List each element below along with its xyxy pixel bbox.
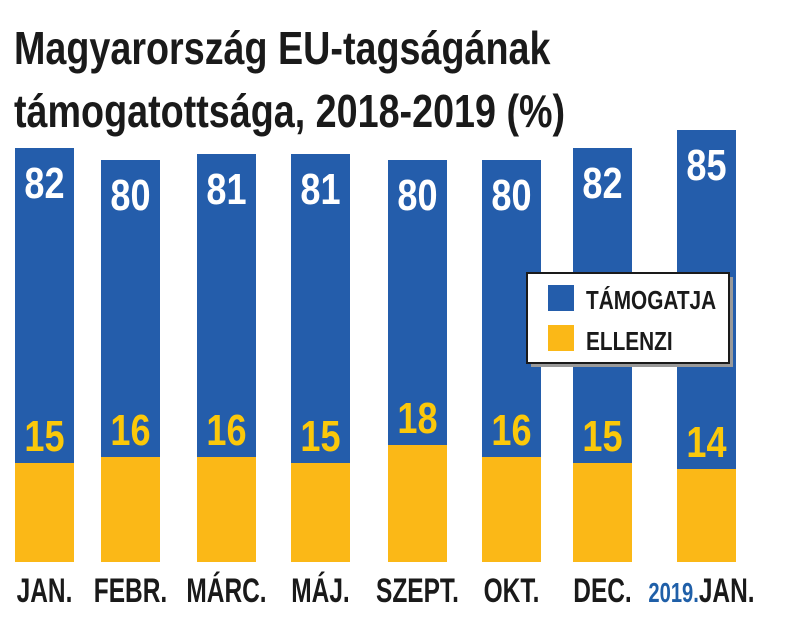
bar-ellenzi [388,445,447,562]
data-label-ellenzi: 15 [582,412,622,461]
x-tick-label: DEC. [573,572,631,610]
x-tick-label: MÁJ. [291,571,349,610]
chart-title-line-2: támogatottsága, 2018-2019 (%) [14,85,565,136]
legend-swatch-tamogatja [548,285,574,311]
chart-title-line-1: Magyarország EU-tagságának [14,22,551,73]
data-label-tamogatja: 82 [582,159,622,208]
bar-ellenzi [197,457,256,562]
x-tick-label: FEBR. [94,572,167,610]
bar-ellenzi [101,457,160,562]
data-label-tamogatja: 80 [110,171,150,220]
legend-label-tamogatja: TÁMOGATJA [586,285,716,315]
bar-ellenzi [677,469,736,562]
data-label-ellenzi: 14 [686,418,727,467]
legend-swatch-ellenzi [548,325,574,351]
x-tick-label: JAN. [17,572,73,610]
data-label-ellenzi: 16 [206,406,246,455]
x-tick-label: MÁRC. [186,571,266,610]
data-label-tamogatja: 81 [206,165,246,214]
data-label-ellenzi: 15 [24,412,64,461]
bar-ellenzi [291,463,350,562]
data-label-ellenzi: 15 [300,412,340,461]
x-tick-label: 2019.JAN. [648,572,754,610]
data-label-tamogatja: 80 [397,171,437,220]
data-label-tamogatja: 80 [491,171,531,220]
year-prefix: 2019. [648,578,698,609]
bar-ellenzi [573,463,632,562]
x-tick-label: OKT. [484,572,540,610]
bar-ellenzi [15,463,74,562]
bar-ellenzi [482,457,541,562]
legend: TÁMOGATJA ELLENZI [526,272,733,367]
data-label-ellenzi: 16 [110,406,150,455]
data-label-tamogatja: 82 [24,159,64,208]
data-label-ellenzi: 18 [397,394,437,443]
data-label-ellenzi: 16 [491,406,531,455]
x-tick-label: SZEPT. [376,572,459,610]
legend-label-ellenzi: ELLENZI [586,327,673,356]
data-label-tamogatja: 81 [300,165,340,214]
data-label-tamogatja: 85 [686,141,726,190]
